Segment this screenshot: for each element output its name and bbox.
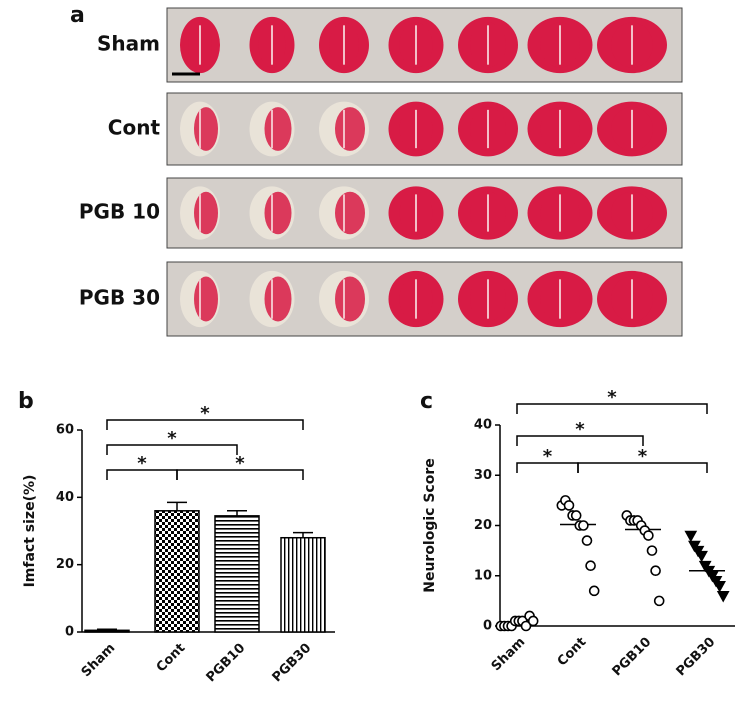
point	[653, 595, 665, 607]
significance-label: *	[200, 403, 210, 424]
significance-label: *	[607, 387, 617, 408]
point	[650, 565, 661, 577]
brain-slice	[335, 276, 365, 322]
bar	[154, 510, 200, 633]
bar	[84, 629, 130, 633]
y-tick-label: 60	[56, 423, 74, 438]
brain-slice	[264, 276, 292, 322]
x-tick-label: Cont	[555, 635, 590, 670]
significance-bracket	[516, 435, 644, 446]
significance-label: *	[543, 446, 553, 467]
panel-label: c	[420, 389, 433, 414]
brain-slice	[264, 191, 292, 235]
panel-label: a	[70, 3, 85, 28]
bar	[280, 536, 326, 633]
y-tick-label: 20	[474, 518, 492, 533]
point	[716, 591, 730, 603]
point	[695, 550, 708, 563]
brain-slice	[335, 107, 365, 151]
point	[578, 520, 589, 531]
brain-slice	[264, 107, 292, 151]
significance-label: *	[638, 446, 648, 467]
y-tick-label: 10	[474, 568, 492, 583]
brain-slice	[194, 191, 218, 235]
point	[527, 615, 539, 627]
point	[563, 500, 575, 511]
x-tick-label: PGB10	[610, 635, 655, 680]
x-tick-label: PGB30	[674, 635, 719, 680]
significance-bracket	[106, 419, 304, 430]
significance-bracket	[106, 444, 238, 455]
panel-label: b	[18, 389, 34, 414]
y-axis-title: Neurologic Score	[422, 458, 438, 593]
y-axis-title: Imfact size(%)	[22, 475, 38, 588]
significance-label: *	[235, 453, 245, 474]
x-tick-label: Sham	[79, 641, 119, 681]
significance-bracket	[516, 403, 708, 414]
brain-slice	[335, 191, 365, 235]
point	[585, 560, 596, 572]
y-tick-label: 40	[474, 418, 492, 433]
significance-label: *	[575, 419, 585, 440]
y-tick-label: 0	[65, 625, 74, 640]
point	[581, 535, 593, 546]
bar	[214, 515, 260, 633]
point	[588, 585, 600, 597]
point	[646, 545, 658, 556]
significance-label: *	[137, 453, 147, 474]
significance-bracket	[176, 469, 304, 480]
point	[684, 530, 698, 543]
significance-label: *	[167, 428, 177, 449]
y-tick-label: 30	[474, 468, 492, 483]
x-tick-label: Cont	[154, 641, 189, 676]
point	[520, 620, 532, 632]
brain-slice	[194, 276, 218, 322]
x-tick-label: PGB10	[204, 641, 249, 686]
brain-slice	[194, 107, 218, 151]
point	[713, 581, 726, 593]
row-label: Sham	[97, 32, 160, 56]
y-tick-label: 40	[56, 490, 74, 505]
row-label: Cont	[108, 116, 161, 140]
x-tick-label: Sham	[489, 635, 529, 675]
significance-bracket	[577, 462, 708, 473]
point	[643, 530, 654, 541]
y-tick-label: 20	[56, 557, 74, 572]
row-label: PGB 30	[79, 286, 160, 310]
x-tick-label: PGB30	[270, 641, 315, 686]
row-label: PGB 10	[79, 200, 160, 224]
point	[570, 510, 582, 521]
y-tick-label: 0	[483, 619, 492, 634]
